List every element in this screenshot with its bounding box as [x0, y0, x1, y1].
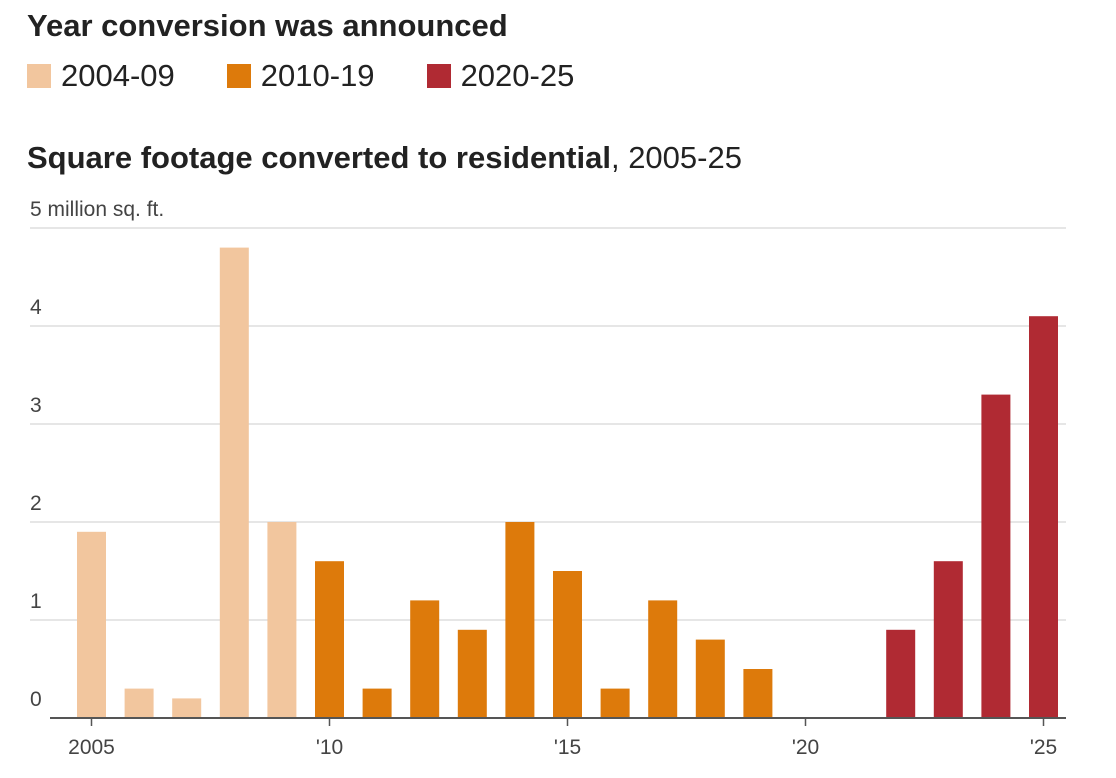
- legend-item-2010-19: 2010-19: [226, 58, 375, 94]
- y-tick-label-3: 3: [30, 394, 42, 417]
- x-tick-label-2020: '20: [792, 736, 819, 759]
- bar-2018: [695, 639, 725, 718]
- bar-2009: [267, 522, 297, 718]
- legend-title: Year conversion was announced: [27, 8, 508, 43]
- legend-swatch-2004-09: [27, 64, 51, 88]
- bar-2025: [1029, 316, 1058, 718]
- bar-2012: [410, 600, 440, 718]
- legend-label-2010-19: 2010-19: [260, 58, 375, 93]
- legend: 2004-09 2010-19 2020-25: [27, 58, 626, 94]
- chart-title-main: Square footage converted to residential: [27, 140, 611, 175]
- bar-2015: [553, 571, 582, 718]
- legend-label-2020-25: 2020-25: [460, 58, 575, 93]
- legend-swatch-2020-25: [426, 64, 451, 88]
- bar-2014: [505, 522, 535, 718]
- bar-chart: 5 million sq. ft. 0 1 2 3 4 2005 '10 '15 '20 '25: [30, 198, 1066, 759]
- bar-2022: [886, 629, 916, 718]
- bar-2010: [315, 561, 344, 718]
- x-tick-label-2005: 2005: [68, 736, 115, 759]
- legend-label-2004-09: 2004-09: [61, 58, 175, 93]
- x-tick-label-2015: '15: [554, 736, 581, 759]
- y-unit-label: 5 million sq. ft.: [30, 198, 164, 221]
- bar-2007: [172, 698, 202, 718]
- y-tick-label-0: 0: [30, 688, 42, 711]
- chart-title-range: , 2005-25: [610, 140, 742, 175]
- y-tick-label-1: 1: [30, 590, 42, 613]
- bar-2013: [457, 629, 487, 718]
- x-tick-label-2025: '25: [1030, 736, 1057, 759]
- y-tick-label-2: 2: [30, 492, 42, 515]
- bar-2023: [933, 561, 963, 718]
- bar-2006: [124, 688, 154, 718]
- bar-2017: [648, 600, 678, 718]
- chart-title: Square footage converted to residential,…: [27, 140, 742, 176]
- legend-item-2020-25: 2020-25: [426, 58, 575, 94]
- bar-2024: [981, 394, 1011, 718]
- legend-swatch-2010-19: [226, 64, 251, 88]
- legend-item-2004-09: 2004-09: [27, 58, 175, 94]
- bar-2019: [743, 669, 773, 718]
- bar-2008: [219, 247, 249, 718]
- bar-2016: [600, 688, 630, 718]
- bar-2011: [362, 688, 392, 718]
- bar-2005: [77, 531, 106, 718]
- x-tick-label-2010: '10: [316, 736, 343, 759]
- y-tick-label-4: 4: [30, 296, 42, 319]
